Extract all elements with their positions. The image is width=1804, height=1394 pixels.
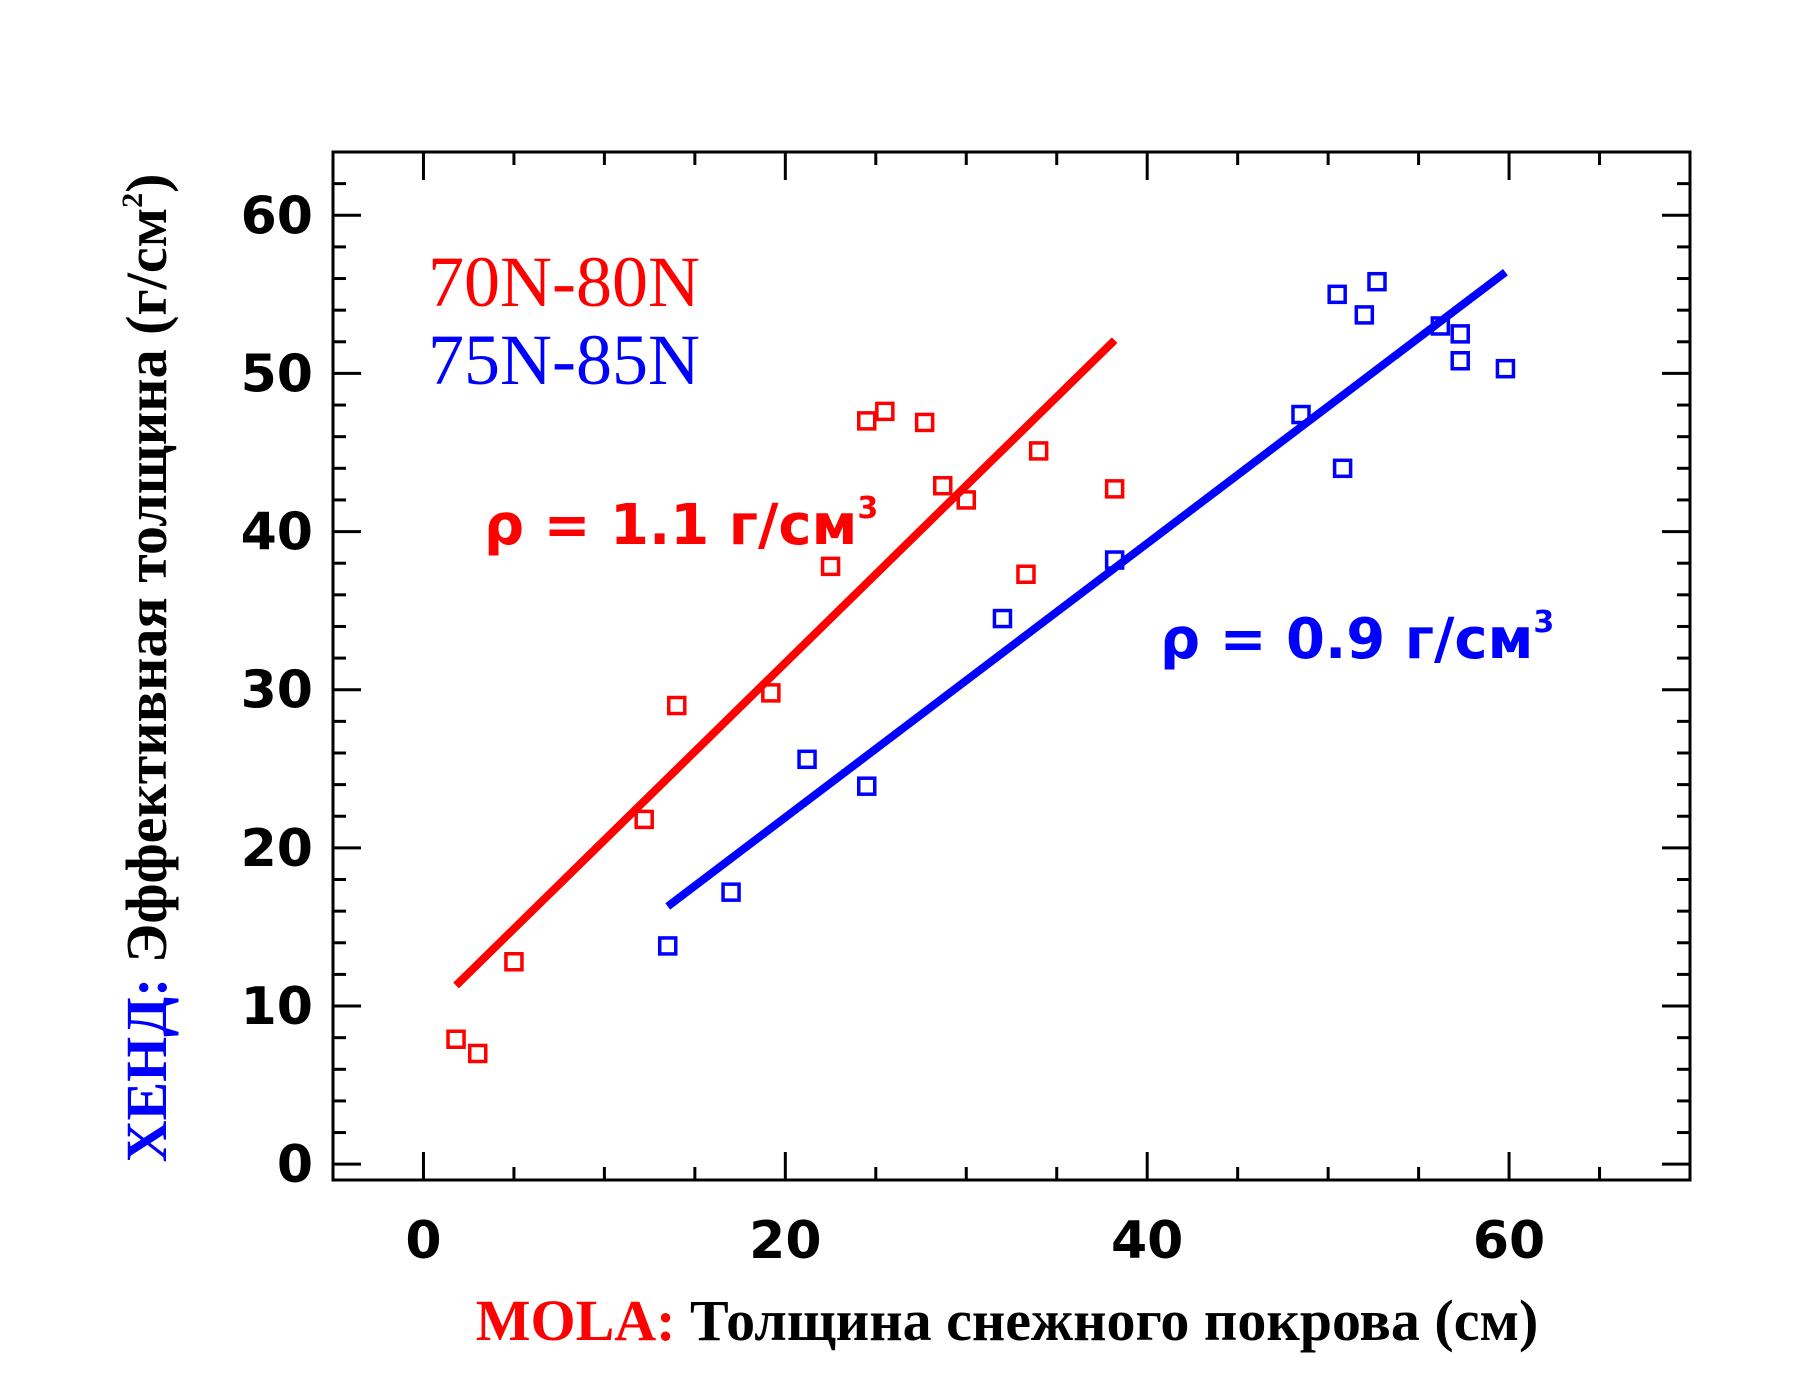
data-point-70n-80n bbox=[634, 809, 654, 830]
data-point-70n-80n bbox=[761, 683, 781, 703]
density-symbol-red: ρ bbox=[484, 493, 524, 558]
x-tick-label: 20 bbox=[749, 1211, 821, 1271]
data-point-75n-85n bbox=[1104, 550, 1125, 570]
data-point-70n-80n bbox=[467, 1043, 488, 1064]
data-point-75n-85n bbox=[1367, 271, 1387, 292]
legend-entry-75n-85n: 75N-85N bbox=[428, 320, 700, 400]
data-point-70n-80n bbox=[956, 490, 977, 510]
data-point-75n-85n bbox=[992, 608, 1013, 629]
x-tick-label: 40 bbox=[1111, 1211, 1183, 1271]
data-point-75n-85n bbox=[1332, 458, 1353, 479]
data-point-70n-80n bbox=[446, 1029, 466, 1049]
data-point-70n-80n bbox=[820, 556, 841, 577]
legend-entry-70n-80n: 70N-80N bbox=[428, 242, 700, 322]
y-tick-label: 60 bbox=[241, 186, 313, 246]
density-value-blue: = 0.9 г/см bbox=[1200, 607, 1533, 672]
x-tick-label: 0 bbox=[405, 1211, 441, 1271]
y-axis-title-suffix: ) bbox=[114, 174, 179, 193]
data-point-75n-85n bbox=[1327, 284, 1347, 305]
x-tick-label: 60 bbox=[1473, 1211, 1545, 1271]
data-point-75n-85n bbox=[797, 749, 817, 770]
data-point-70n-80n bbox=[1028, 441, 1049, 461]
data-point-70n-80n bbox=[857, 411, 877, 431]
density-unit-sup-blue: 3 bbox=[1533, 605, 1554, 640]
density-annotation-blue: ρ = 0.9 г/см3 bbox=[1160, 605, 1554, 672]
y-tick-label: 0 bbox=[277, 1135, 313, 1195]
plot-layer: 0 20 40 60 0 10 20 30 40 50 60 bbox=[241, 150, 1692, 1271]
y-axis-title-sup: 2 bbox=[116, 193, 149, 208]
plot-frame bbox=[331, 150, 1692, 1182]
data-point-70n-80n bbox=[1016, 564, 1036, 585]
density-unit-sup-red: 3 bbox=[857, 491, 878, 526]
data-point-75n-85n bbox=[1450, 324, 1470, 344]
data-point-75n-85n bbox=[1430, 316, 1451, 336]
y-tick-label: 30 bbox=[241, 661, 313, 721]
data-point-75n-85n bbox=[1495, 358, 1516, 379]
fit-line-70n-80n bbox=[453, 337, 1118, 989]
data-point-70n-80n bbox=[875, 401, 895, 422]
y-tick-label: 20 bbox=[241, 819, 313, 879]
fit-line-75n-85n bbox=[665, 269, 1508, 910]
x-axis-title-prefix: MOLA: bbox=[476, 1288, 676, 1353]
y-tick-label: 50 bbox=[241, 344, 313, 404]
density-symbol-blue: ρ bbox=[1160, 607, 1200, 672]
data-point-70n-80n bbox=[1104, 479, 1125, 499]
data-point-75n-85n bbox=[1450, 351, 1470, 371]
x-axis-title: MOLA: Толщина снежного покрова (см) bbox=[476, 1288, 1539, 1353]
data-point-75n-85n bbox=[721, 882, 741, 902]
density-annotation-red: ρ = 1.1 г/см3 bbox=[484, 491, 878, 558]
y-tick-label: 10 bbox=[241, 977, 313, 1037]
y-axis-title-prefix: ХЕНД: bbox=[114, 978, 179, 1163]
y-axis-title-text: Эффективная толщина (г/см bbox=[114, 208, 179, 978]
data-point-75n-85n bbox=[657, 936, 678, 956]
density-value-red: = 1.1 г/см bbox=[524, 493, 857, 558]
y-axis-title: ХЕНД: Эффективная толщина (г/см2) bbox=[114, 174, 179, 1163]
data-point-70n-80n bbox=[667, 695, 687, 716]
data-point-70n-80n bbox=[914, 412, 935, 433]
data-point-75n-85n bbox=[857, 776, 877, 796]
data-point-70n-80n bbox=[932, 475, 953, 496]
data-point-70n-80n bbox=[504, 951, 524, 972]
data-point-75n-85n bbox=[1291, 404, 1311, 425]
y-tick-label: 40 bbox=[241, 503, 313, 563]
data-point-75n-85n bbox=[1354, 305, 1375, 325]
x-axis-title-text: Толщина снежного покрова (см) bbox=[675, 1288, 1538, 1353]
